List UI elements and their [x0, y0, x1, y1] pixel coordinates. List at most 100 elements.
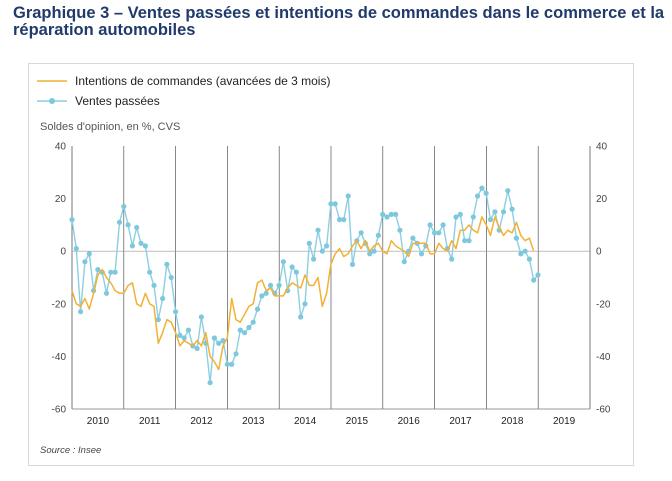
data-point-ventes: [250, 319, 256, 325]
legend-label-ventes: Ventes passées: [75, 94, 160, 108]
legend-line-intentions-icon: [37, 80, 67, 82]
y-tick-left: 20: [55, 194, 67, 205]
data-point-ventes: [319, 248, 325, 254]
data-point-ventes: [211, 335, 217, 341]
series-line-ventes: [71, 187, 539, 384]
data-point-ventes: [78, 309, 84, 315]
data-point-ventes: [86, 251, 92, 257]
data-point-ventes: [492, 209, 498, 215]
data-point-ventes: [522, 248, 528, 254]
data-point-ventes: [487, 217, 494, 223]
data-point-ventes: [129, 243, 135, 249]
data-point-ventes: [254, 306, 261, 312]
data-point-ventes: [535, 272, 541, 278]
data-point-ventes: [280, 259, 286, 265]
data-point-ventes: [233, 351, 239, 357]
data-point-ventes: [289, 264, 295, 270]
legend-item-ventes[interactable]: Ventes passées: [36, 93, 160, 109]
data-point-ventes: [509, 206, 515, 212]
legend-label-intentions: Intentions de commandes (avancées de 3 m…: [75, 74, 331, 88]
data-point-ventes: [95, 267, 101, 273]
data-point-ventes: [116, 219, 123, 225]
data-point-ventes: [479, 185, 485, 191]
y-tick-right: 0: [596, 247, 602, 258]
data-point-ventes: [449, 256, 455, 262]
data-point-ventes: [328, 201, 334, 207]
x-tick-year: 2016: [398, 416, 421, 427]
data-point-ventes: [69, 217, 75, 223]
data-point-ventes: [483, 190, 489, 196]
x-tick-year: 2018: [501, 416, 524, 427]
y-tick-right: -20: [596, 299, 611, 310]
data-point-ventes: [267, 282, 274, 288]
data-point-ventes: [229, 361, 235, 367]
data-point-ventes: [341, 217, 347, 223]
data-point-ventes: [470, 214, 476, 220]
data-point-ventes: [371, 248, 377, 254]
y-tick-left: -40: [52, 352, 67, 363]
data-point-ventes: [457, 211, 463, 217]
data-point-ventes: [518, 251, 524, 257]
x-tick-year: 2011: [139, 416, 161, 427]
data-point-ventes: [380, 211, 386, 217]
data-point-ventes: [358, 230, 364, 236]
x-tick-year: 2015: [346, 416, 369, 427]
data-point-ventes: [393, 211, 399, 217]
data-point-ventes: [302, 301, 308, 307]
data-point-ventes: [276, 282, 282, 288]
data-point-ventes: [198, 314, 204, 320]
data-point-ventes: [103, 290, 110, 296]
data-point-ventes: [375, 232, 381, 238]
data-point-ventes: [440, 222, 446, 228]
data-point-ventes: [388, 211, 394, 217]
data-point-ventes: [298, 314, 304, 320]
data-point-ventes: [431, 230, 438, 236]
data-point-ventes: [500, 209, 507, 215]
data-point-ventes: [401, 259, 407, 265]
data-point-ventes: [466, 238, 472, 244]
data-point-ventes: [436, 230, 442, 236]
data-point-ventes: [475, 193, 481, 199]
data-point-ventes: [384, 214, 390, 220]
data-point-ventes: [367, 251, 373, 257]
data-point-ventes: [397, 227, 403, 233]
data-point-ventes: [151, 282, 157, 288]
data-point-ventes: [531, 277, 537, 283]
data-point-ventes: [315, 227, 321, 233]
x-tick-year: 2010: [87, 416, 110, 427]
y-tick-left: -20: [52, 299, 67, 310]
data-point-ventes: [155, 317, 161, 323]
data-point-ventes: [82, 259, 88, 265]
data-point-ventes: [125, 222, 131, 228]
data-point-ventes: [168, 274, 174, 281]
data-point-ventes: [216, 340, 222, 346]
data-point-ventes: [138, 240, 144, 246]
data-point-ventes: [121, 203, 127, 210]
data-point-ventes: [207, 380, 213, 386]
data-point-ventes: [293, 269, 299, 275]
x-tick-year: 2014: [294, 416, 317, 427]
y-tick-right: 40: [596, 142, 608, 153]
data-point-ventes: [332, 201, 338, 207]
data-point-ventes: [220, 338, 226, 344]
data-point-ventes: [505, 188, 511, 194]
data-point-ventes: [242, 330, 248, 336]
y-tick-left: -60: [52, 405, 67, 416]
data-point-ventes: [173, 309, 179, 315]
data-point-ventes: [259, 293, 265, 299]
legend-item-intentions[interactable]: Intentions de commandes (avancées de 3 m…: [36, 73, 330, 89]
data-point-ventes: [185, 327, 192, 333]
data-point-ventes: [237, 327, 243, 333]
data-point-ventes: [246, 324, 252, 331]
data-point-ventes: [177, 332, 183, 338]
data-point-ventes: [453, 214, 459, 220]
chart-title: Graphique 3 – Ventes passées et intentio…: [13, 4, 665, 39]
data-point-ventes: [73, 246, 79, 252]
data-point-ventes: [349, 261, 356, 267]
data-point-ventes: [306, 240, 312, 246]
data-point-ventes: [164, 261, 170, 267]
x-tick-year: 2012: [190, 416, 213, 427]
data-point-ventes: [311, 256, 317, 262]
data-point-ventes: [194, 345, 200, 352]
